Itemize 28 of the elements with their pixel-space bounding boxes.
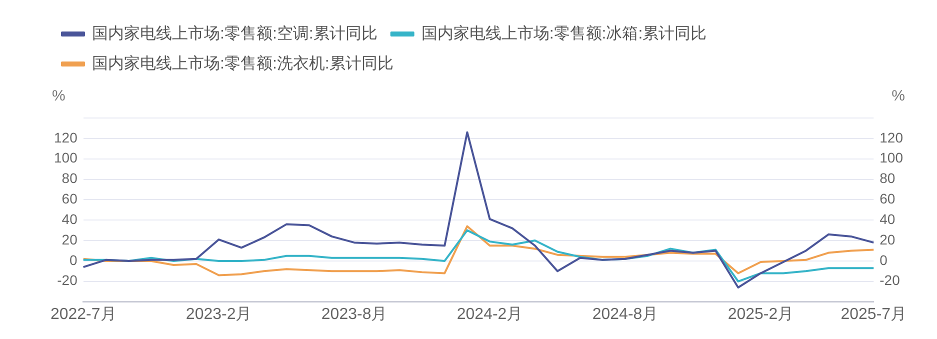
x-tick-label: 2024-8月	[592, 306, 658, 323]
y2-tick-label: 20	[880, 231, 896, 248]
y-tick-label: 120	[54, 129, 78, 146]
y-tick-label: 40	[62, 210, 78, 227]
x-tick-label: 2023-8月	[321, 306, 388, 323]
legend-label: 国内家电线上市场:零售额:空调:累计同比	[92, 24, 378, 42]
y-tick-label: 80	[62, 170, 78, 186]
y-tick-label: 0	[70, 252, 78, 268]
x-tick-label: 2024-2月	[456, 306, 523, 323]
legend-label: 国内家电线上市场:零售额:洗衣机:累计同比	[92, 54, 394, 72]
y2-axis-title: %	[892, 88, 905, 105]
legend-label: 国内家电线上市场:零售额:冰箱:累计同比	[421, 24, 707, 42]
y-axis-title: %	[52, 88, 66, 105]
y2-tick-label: 100	[880, 150, 904, 166]
y2-tick-label: 60	[880, 190, 896, 207]
y2-tick-label: -20	[880, 272, 900, 288]
y2-tick-label: 0	[880, 252, 888, 268]
y-tick-label: 100	[54, 150, 78, 166]
y-tick-label: 60	[62, 190, 78, 207]
x-tick-label: 2025-2月	[728, 306, 794, 323]
y2-tick-label: 120	[880, 129, 904, 146]
y2-tick-label: 40	[880, 210, 896, 227]
x-tick-label: 2025-7月	[840, 306, 907, 323]
y-tick-label: 20	[62, 231, 78, 248]
y2-tick-label: 80	[880, 170, 896, 186]
y-tick-label: -20	[57, 272, 78, 288]
x-tick-label: 2022-7月	[50, 306, 116, 323]
x-tick-label: 2023-2月	[186, 306, 252, 323]
